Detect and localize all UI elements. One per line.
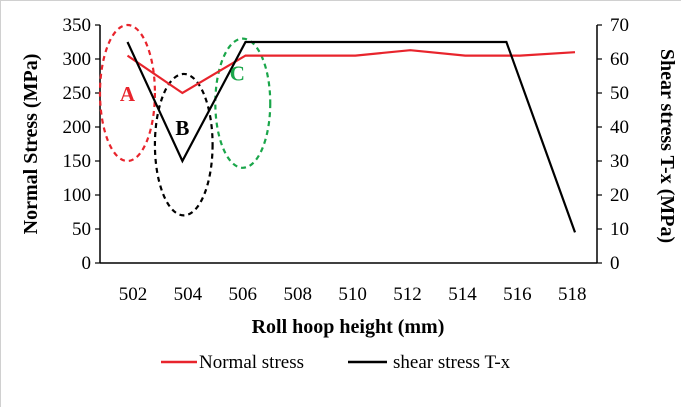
y2-tick-label: 30 [610, 151, 629, 172]
series-layer [126, 40, 577, 233]
x-tick-label: 510 [338, 284, 367, 305]
x-tick-label: 508 [283, 284, 312, 305]
y2-tick-label: 70 [610, 15, 629, 36]
annotation-label-c: C [230, 62, 245, 86]
y-tick-label: 200 [63, 117, 92, 138]
annotation-ellipse-c [214, 37, 272, 169]
x-axis-title: Roll hoop height (mm) [252, 316, 445, 338]
y-tick-label: 150 [63, 151, 92, 172]
y2-tick-label: 0 [610, 253, 620, 274]
legend-label-shear-stress: shear stress T-x [393, 352, 511, 373]
x-tick-label: 514 [448, 284, 477, 305]
y2-tick-label: 40 [610, 117, 629, 138]
y-tick-label: 100 [63, 185, 92, 206]
y-axis-title: Normal Stress (MPa) [20, 54, 42, 235]
y2-tick-label: 50 [610, 83, 629, 104]
annotation-label-a: A [120, 82, 136, 106]
series-line-normal-stress [126, 49, 576, 95]
y2-axis-title: Shear stress T-x (MPa) [656, 49, 678, 243]
legend: Normal stress shear stress T-x [161, 352, 511, 373]
ticks-layer: 0 50 100 150 200 250 300 350 0 10 20 30 40 50 60 70 502 5… [63, 15, 630, 305]
x-tick-label: 516 [503, 284, 532, 305]
y2-tick-label: 60 [610, 49, 629, 70]
annotations-layer [98, 23, 272, 217]
y-tick-label: 350 [63, 15, 92, 36]
y-tick-label: 250 [63, 83, 92, 104]
legend-label-normal-stress: Normal stress [199, 352, 304, 373]
annotation-label-b: B [175, 116, 189, 140]
y-tick-label: 0 [82, 253, 92, 274]
axes-layer [99, 25, 598, 264]
x-tick-label: 506 [229, 284, 258, 305]
y-tick-label: 50 [72, 219, 91, 240]
labels-layer: A B C [120, 62, 245, 140]
y2-tick-label: 20 [610, 185, 629, 206]
series-line-shear-stress [126, 40, 577, 233]
annotation-ellipse-b [153, 72, 214, 217]
y-tick-label: 300 [63, 49, 92, 70]
x-tick-label: 512 [393, 284, 422, 305]
x-tick-label: 504 [174, 284, 203, 305]
x-tick-label: 518 [558, 284, 587, 305]
annotation-ellipse-a [98, 23, 157, 163]
y2-tick-label: 10 [610, 219, 629, 240]
x-tick-label: 502 [119, 284, 148, 305]
